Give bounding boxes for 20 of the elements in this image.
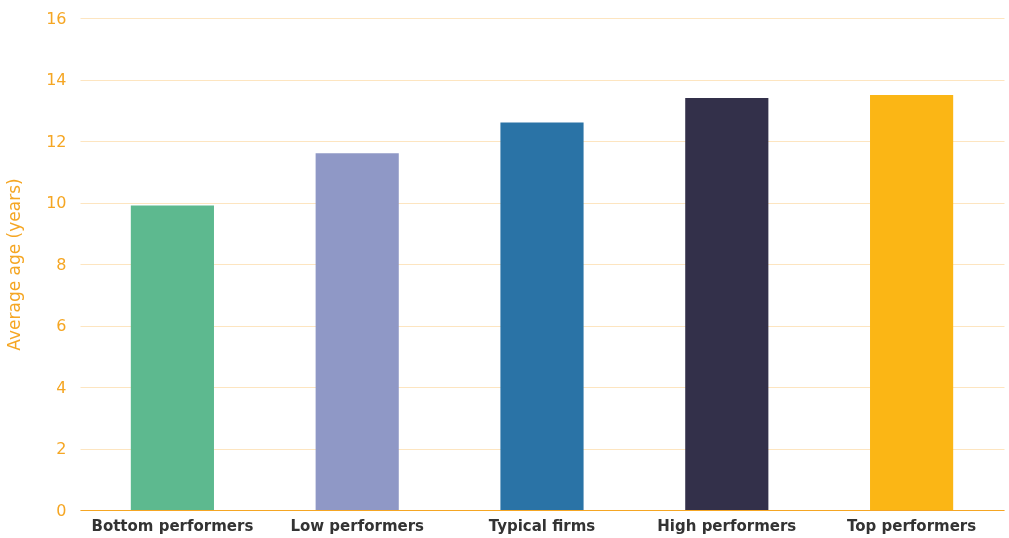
y-tick-label: 0: [56, 500, 67, 520]
y-tick-label: 16: [46, 8, 67, 28]
y-tick-label: 6: [56, 316, 67, 335]
x-tick-label: Bottom performers: [91, 516, 254, 535]
bar: [685, 97, 769, 510]
x-tick-label: Typical firms: [488, 516, 596, 535]
bar: [500, 122, 584, 510]
x-tick-label: High performers: [657, 516, 797, 535]
x-tick-label: Top performers: [847, 516, 977, 535]
y-tick-label: 12: [46, 131, 67, 151]
y-tick-label: 8: [56, 254, 67, 274]
y-tick-label: 4: [56, 377, 67, 397]
y-tick-label: 14: [46, 70, 67, 89]
bar: [870, 94, 954, 510]
bar: [130, 205, 214, 510]
x-tick-label: Low performers: [290, 516, 425, 535]
y-tick-label: 10: [46, 193, 67, 212]
y-tick-label: 2: [56, 439, 67, 458]
bar: [315, 153, 399, 510]
y-axis-title: Average age (years): [4, 178, 25, 351]
